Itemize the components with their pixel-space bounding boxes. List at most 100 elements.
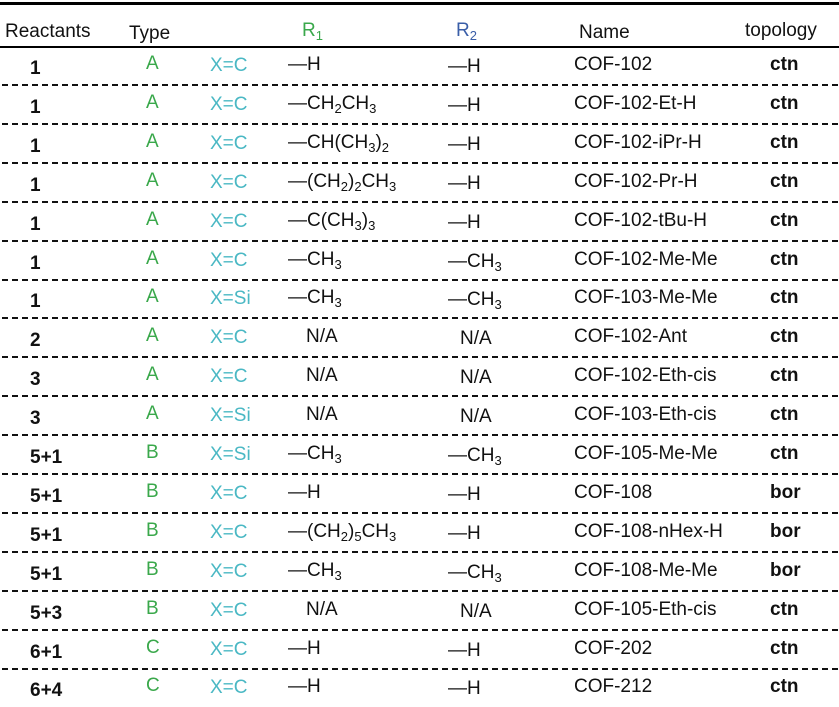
row-topology: bor [770,481,801,503]
row-name: COF-102-tBu-H [574,209,708,231]
row-type: A [146,286,159,308]
row-type: A [146,169,159,191]
row-r2: N/A [460,328,492,350]
formula-text: —H [448,483,481,505]
row-reactants: 6+4 [30,680,63,702]
row-x: X=Si [210,444,251,465]
row-separator [2,200,838,203]
row-x: X=C [210,560,248,582]
formula-text: N/A [460,600,492,622]
formula-subscript: 3 [494,297,502,313]
row-topology: ctn [770,404,799,426]
formula-subscript: 3 [354,217,362,233]
formula-text: N/A [460,367,492,389]
row-r2: —H [448,134,481,156]
formula-text: —(CH [288,170,341,192]
row-r1: —(CH2)5CH3 [288,521,396,543]
row-x: X=Si [210,405,251,427]
row-type: B [146,442,159,463]
row-r1: —CH3 [288,560,342,582]
formula-subscript: 5 [354,528,362,544]
row-x: X=C [210,521,248,543]
row-r1: —CH2CH3 [288,93,376,115]
formula-text: —H [288,54,321,75]
row-name: COF-102 [574,54,653,75]
formula-text: ) [361,209,369,231]
formula-text: N/A [306,326,338,348]
formula-subscript: 2 [334,100,342,116]
formula-text: —(CH [288,520,341,542]
row-topology: bor [770,520,801,542]
header-r1-subscript: 1 [315,28,323,43]
formula-subscript: 3 [494,258,502,274]
header-type: Type [129,23,171,44]
row-x: X=C [210,482,248,504]
formula-text: —H [448,94,481,116]
row-reactants: 5+3 [30,602,63,624]
header-name: Name [579,22,630,43]
row-separator [2,511,838,514]
row-separator [2,317,838,320]
row-reactants: 1 [30,96,41,118]
row-separator [2,667,838,670]
header-r2: R2 [456,20,477,42]
formula-text: N/A [306,365,338,387]
formula-text: N/A [460,406,492,428]
row-name: COF-105-Me-Me [574,443,718,464]
row-name: COF-212 [574,676,653,698]
row-r1: —CH3 [288,443,342,465]
row-separator [2,356,838,359]
row-topology: ctn [770,598,799,620]
row-name: COF-102-Eth-cis [574,365,717,387]
row-x: X=Si [210,288,251,310]
row-type: B [146,519,159,541]
row-x: X=C [210,171,248,193]
row-x: X=C [210,366,248,388]
row-reactants: 5+1 [30,485,63,507]
row-type: C [146,675,160,697]
row-separator [2,395,838,398]
header-topology: topology [745,20,817,41]
formula-text: —H [448,522,481,544]
formula-subscript: 3 [334,567,342,583]
row-separator [2,278,838,281]
row-r1: N/A [306,404,338,426]
formula-subscript: 3 [494,569,502,585]
formula-subscript: 3 [389,528,397,544]
row-x: X=C [210,132,248,154]
formula-text: —H [448,133,481,155]
row-r1: —H [288,54,321,76]
row-type: B [146,480,159,502]
row-type: C [146,636,160,658]
row-reactants: 5+1 [30,524,63,546]
formula-text: —CH [288,92,335,114]
row-r1: N/A [306,599,338,621]
row-reactants: 1 [30,213,41,235]
row-x: X=C [210,55,248,76]
row-reactants: 1 [30,291,41,313]
row-r2: —H [448,212,481,234]
row-separator [2,434,838,437]
row-topology: ctn [770,54,799,75]
row-topology: ctn [770,637,799,659]
formula-subscript: 2 [354,178,362,194]
row-type: A [146,364,159,386]
row-x: X=C [210,210,248,232]
row-name: COF-105-Eth-cis [574,598,717,620]
header-r1-letter: R [302,20,316,41]
row-r2: —H [448,678,481,700]
formula-subscript: 3 [389,178,397,194]
row-name: COF-102-Et-H [574,92,697,114]
formula-text: N/A [306,404,338,426]
formula-text: CH [361,170,390,192]
row-separator [2,550,838,553]
row-separator [2,122,838,125]
top-rule [0,2,839,5]
row-name: COF-108-nHex-H [574,520,723,542]
row-reactants: 1 [30,174,41,196]
row-x: X=C [210,599,248,621]
formula-text: ) [348,170,355,192]
row-reactants: 1 [30,58,41,79]
formula-subscript: 3 [368,217,376,233]
